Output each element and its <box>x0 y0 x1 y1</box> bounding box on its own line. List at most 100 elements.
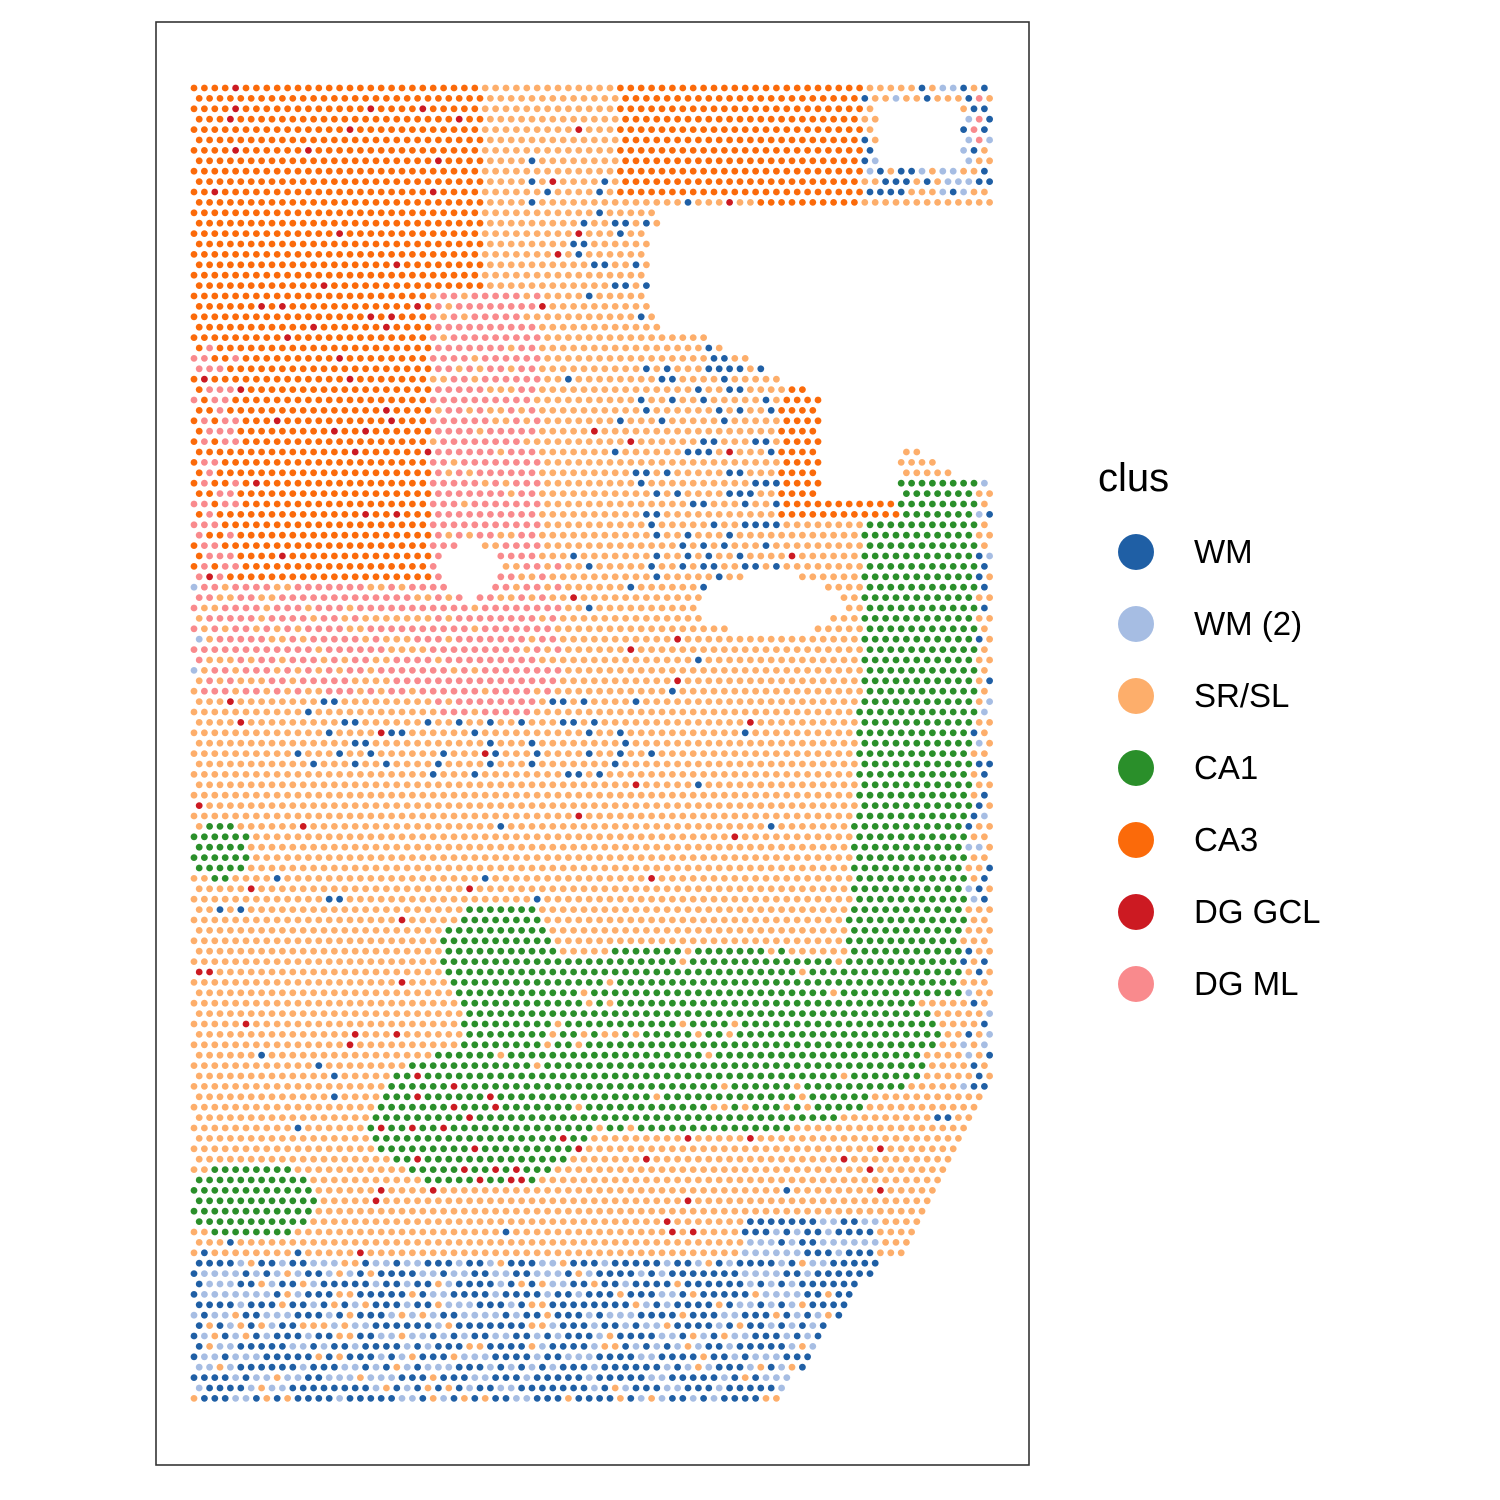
spot <box>279 656 286 664</box>
spot <box>726 802 733 809</box>
spot <box>409 812 416 820</box>
spot <box>357 251 364 258</box>
spot <box>429 188 437 196</box>
spot <box>388 771 395 778</box>
spot <box>414 698 421 705</box>
spot <box>305 750 312 757</box>
spot <box>247 219 255 227</box>
spot <box>799 781 806 789</box>
spot <box>305 167 312 175</box>
spot <box>227 573 234 581</box>
spot <box>299 511 307 518</box>
spot <box>211 417 219 425</box>
spot <box>929 521 936 529</box>
spot <box>835 833 843 841</box>
spot <box>237 157 245 165</box>
spot <box>325 271 333 279</box>
spot <box>331 490 338 497</box>
spot <box>273 147 281 154</box>
spot <box>284 355 291 362</box>
spot <box>648 604 655 612</box>
spot <box>357 771 364 778</box>
spot <box>715 843 723 851</box>
spot <box>663 511 671 518</box>
spot <box>975 760 983 768</box>
spot <box>513 708 520 716</box>
spot <box>695 594 702 601</box>
spot <box>559 698 567 705</box>
spot <box>658 396 666 404</box>
spot <box>253 542 260 549</box>
spot <box>565 438 572 445</box>
spot <box>211 209 219 217</box>
spot <box>710 854 718 861</box>
spot <box>528 365 536 373</box>
spot <box>585 542 593 549</box>
spot <box>632 157 640 165</box>
spot <box>861 781 869 789</box>
spot <box>955 823 962 830</box>
spot <box>892 635 900 643</box>
spot <box>804 167 811 175</box>
spot <box>544 334 551 341</box>
spot <box>762 105 770 113</box>
spot <box>575 396 583 404</box>
spot <box>435 178 442 186</box>
spot <box>305 604 312 612</box>
spot <box>211 271 219 279</box>
spot <box>487 386 494 393</box>
spot <box>871 739 879 747</box>
spot <box>715 511 723 518</box>
spot <box>809 698 817 705</box>
spot <box>502 251 510 258</box>
spot <box>273 459 281 466</box>
spot <box>533 167 541 175</box>
spot <box>310 802 317 809</box>
spot <box>845 625 853 633</box>
spot <box>908 646 915 653</box>
spot <box>741 563 749 570</box>
spot <box>970 646 978 653</box>
spot <box>362 552 369 560</box>
spot <box>216 282 224 289</box>
spot <box>362 677 369 685</box>
spot <box>253 771 260 778</box>
spot <box>778 469 785 477</box>
spot <box>570 781 577 789</box>
spot <box>461 459 468 466</box>
spot <box>357 479 364 487</box>
spot <box>481 230 489 238</box>
spot <box>429 771 437 778</box>
spot <box>201 708 208 716</box>
spot <box>398 188 406 196</box>
spot <box>513 313 520 321</box>
spot <box>788 136 796 144</box>
spot <box>247 95 255 102</box>
spot <box>383 261 390 269</box>
spot <box>627 729 635 737</box>
spot <box>289 115 297 123</box>
spot <box>201 334 208 341</box>
spot <box>492 771 499 778</box>
spot <box>242 188 250 196</box>
spot <box>440 417 447 425</box>
spot <box>658 563 666 570</box>
spot <box>617 334 624 341</box>
spot <box>653 511 661 518</box>
spot <box>591 261 598 269</box>
spot <box>403 739 411 747</box>
spot <box>741 147 749 154</box>
spot <box>273 292 281 300</box>
spot <box>429 583 437 591</box>
spot <box>310 594 317 601</box>
spot <box>481 84 489 92</box>
spot <box>299 781 307 789</box>
spot <box>279 677 286 685</box>
spot <box>559 635 567 643</box>
spot <box>814 833 822 841</box>
spot <box>383 115 390 123</box>
spot <box>294 375 302 383</box>
spot <box>949 521 957 529</box>
spot <box>840 115 848 123</box>
spot <box>409 292 416 300</box>
